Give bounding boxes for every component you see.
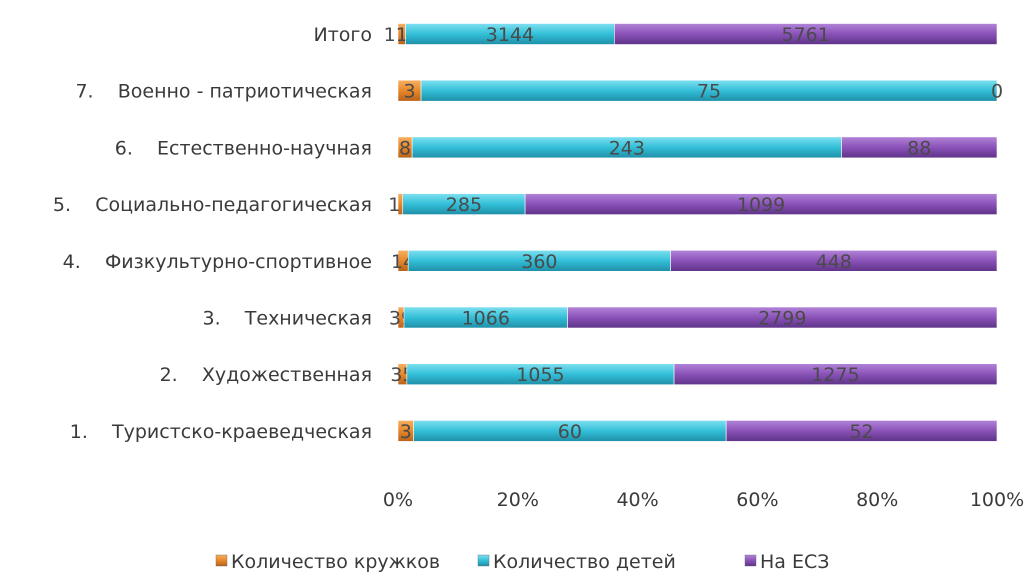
legend-swatch-2 [477, 554, 490, 567]
data-label-5-series-3: 1099 [737, 194, 785, 216]
bar-7-series-2 [420, 79, 998, 102]
data-label-6-series-2: 243 [609, 137, 645, 159]
x-tick-40pct: 40% [616, 489, 658, 511]
bar-2-series-3 [673, 363, 998, 386]
legend-label-3: На ЕСЗ [760, 551, 829, 573]
category-label-3: 3. Техническая [202, 308, 372, 330]
bar-4-series-3 [670, 250, 998, 272]
category-label-8: Итого [313, 24, 372, 46]
bar-6-series-3 [841, 136, 998, 159]
data-label-7-series-2: 75 [697, 81, 721, 103]
data-label-2-series-3: 1275 [811, 364, 859, 386]
x-tick-0pct: 0% [383, 489, 413, 511]
data-label-5-series-2: 285 [446, 194, 482, 216]
x-tick-60pct: 60% [736, 489, 778, 511]
x-tick-100pct: 100% [970, 489, 1024, 511]
data-label-6-series-3: 88 [907, 137, 931, 159]
category-label-7: 7. Военно - патриотическая [75, 81, 372, 103]
category-label-6: 6. Естественно-научная [115, 137, 372, 159]
data-label-3-series-3: 2799 [758, 308, 806, 330]
bar-3-series-3 [567, 306, 998, 329]
legend-label-2: Количество детей [493, 551, 676, 573]
category-label-1: 1. Туристско-краеведческая [70, 421, 372, 443]
bar-1-series-3 [725, 420, 998, 442]
data-label-1-series-1: 3 [400, 421, 412, 443]
data-label-1-series-3: 52 [849, 421, 873, 443]
legend-swatch-1 [215, 554, 228, 567]
legend-label-1: Количество кружков [231, 551, 440, 573]
x-axis-ticks: 0% 20% 40% 60% 80% 100% [383, 489, 1024, 511]
data-label-4-series-3: 448 [816, 251, 852, 273]
data-label-7-series-1: 3 [403, 81, 415, 103]
data-label-8-series-3: 5761 [781, 24, 829, 46]
category-labels: 1. Туристско-краеведческая 2. Художествен… [53, 24, 372, 443]
data-label-3-series-2: 1066 [462, 308, 510, 330]
data-label-1-series-2: 60 [558, 421, 582, 443]
category-label-2: 2. Художественная [160, 364, 372, 386]
legend-swatch-3 [744, 554, 757, 567]
category-label-4: 4. Физкультурно-спортивное [63, 251, 372, 273]
data-label-8-series-2: 3144 [486, 24, 534, 46]
x-tick-20pct: 20% [497, 489, 539, 511]
bar-8-series-3 [614, 23, 998, 45]
x-tick-80pct: 80% [856, 489, 898, 511]
category-label-5: 5. Социально-педагогическая [53, 194, 372, 216]
data-label-2-series-2: 1055 [516, 364, 564, 386]
data-label-7-series-3: 0 [991, 81, 1003, 103]
legend: Количество кружков Количество детей На ЕСЗ [215, 551, 829, 573]
data-label-6-series-1: 8 [399, 137, 411, 159]
bar-5-series-3 [524, 193, 998, 215]
data-label-4-series-2: 360 [521, 251, 557, 273]
